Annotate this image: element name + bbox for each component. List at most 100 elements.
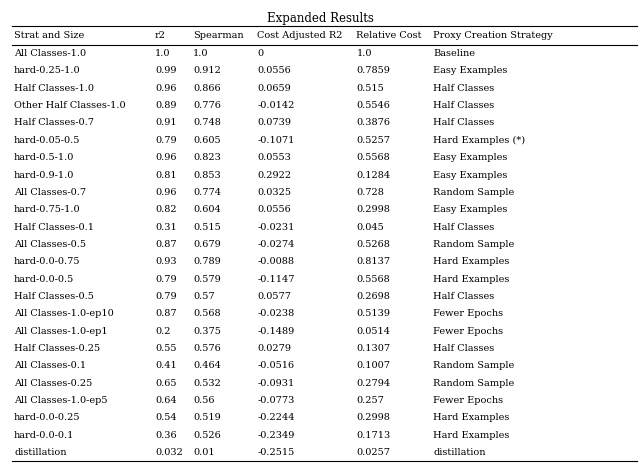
Text: 0.604: 0.604 [193, 205, 221, 214]
Text: 0.0279: 0.0279 [257, 344, 291, 353]
Text: r2: r2 [155, 31, 166, 40]
Text: Half Classes-1.0: Half Classes-1.0 [14, 84, 94, 93]
Text: 0.2698: 0.2698 [356, 292, 390, 301]
Text: Easy Examples: Easy Examples [433, 205, 508, 214]
Text: 0.1713: 0.1713 [356, 430, 391, 440]
Text: 0.64: 0.64 [155, 396, 177, 405]
Text: Random Sample: Random Sample [433, 240, 515, 249]
Text: 0.96: 0.96 [155, 153, 177, 162]
Text: -0.0773: -0.0773 [257, 396, 294, 405]
Text: Expanded Results: Expanded Results [267, 12, 373, 25]
Text: hard-0.0-0.25: hard-0.0-0.25 [14, 413, 81, 422]
Text: 0.0556: 0.0556 [257, 66, 291, 76]
Text: hard-0.0-0.1: hard-0.0-0.1 [14, 430, 74, 440]
Text: 0.1284: 0.1284 [356, 170, 390, 180]
Text: Half Classes: Half Classes [433, 101, 495, 110]
Text: 0.56: 0.56 [193, 396, 215, 405]
Text: -0.0931: -0.0931 [257, 378, 294, 388]
Text: 0.2: 0.2 [155, 326, 170, 336]
Text: 0.82: 0.82 [155, 205, 177, 214]
Text: Easy Examples: Easy Examples [433, 66, 508, 76]
Text: -0.2244: -0.2244 [257, 413, 295, 422]
Text: 0.0325: 0.0325 [257, 188, 291, 197]
Text: 0.2794: 0.2794 [356, 378, 390, 388]
Text: 0.789: 0.789 [193, 257, 221, 266]
Text: 0.01: 0.01 [193, 448, 215, 457]
Text: 0.568: 0.568 [193, 309, 221, 318]
Text: 0.99: 0.99 [155, 66, 177, 76]
Text: 0.96: 0.96 [155, 188, 177, 197]
Text: 0.519: 0.519 [193, 413, 221, 422]
Text: 0.96: 0.96 [155, 84, 177, 93]
Text: Relative Cost: Relative Cost [356, 31, 422, 40]
Text: Fewer Epochs: Fewer Epochs [433, 309, 504, 318]
Text: Fewer Epochs: Fewer Epochs [433, 326, 504, 336]
Text: hard-0.5-1.0: hard-0.5-1.0 [14, 153, 74, 162]
Text: 1.0: 1.0 [155, 49, 170, 58]
Text: hard-0.0-0.75: hard-0.0-0.75 [14, 257, 81, 266]
Text: 0.912: 0.912 [193, 66, 221, 76]
Text: distillation: distillation [14, 448, 67, 457]
Text: 0.032: 0.032 [155, 448, 183, 457]
Text: 0.91: 0.91 [155, 118, 177, 128]
Text: 0.89: 0.89 [155, 101, 177, 110]
Text: All Classes-1.0-ep10: All Classes-1.0-ep10 [14, 309, 114, 318]
Text: 0.576: 0.576 [193, 344, 221, 353]
Text: 0.679: 0.679 [193, 240, 221, 249]
Text: 0.866: 0.866 [193, 84, 221, 93]
Text: 0.515: 0.515 [193, 222, 221, 232]
Text: 0.3876: 0.3876 [356, 118, 390, 128]
Text: 0.823: 0.823 [193, 153, 221, 162]
Text: 0.375: 0.375 [193, 326, 221, 336]
Text: -0.0142: -0.0142 [257, 101, 294, 110]
Text: 0.853: 0.853 [193, 170, 221, 180]
Text: Strat and Size: Strat and Size [14, 31, 84, 40]
Text: Half Classes-0.25: Half Classes-0.25 [14, 344, 100, 353]
Text: Fewer Epochs: Fewer Epochs [433, 396, 504, 405]
Text: -0.1147: -0.1147 [257, 274, 295, 284]
Text: Other Half Classes-1.0: Other Half Classes-1.0 [14, 101, 125, 110]
Text: 0.57: 0.57 [193, 292, 215, 301]
Text: 0.93: 0.93 [155, 257, 177, 266]
Text: Hard Examples: Hard Examples [433, 257, 509, 266]
Text: 0.0553: 0.0553 [257, 153, 291, 162]
Text: Easy Examples: Easy Examples [433, 170, 508, 180]
Text: 0.774: 0.774 [193, 188, 221, 197]
Text: 0.526: 0.526 [193, 430, 221, 440]
Text: 0.532: 0.532 [193, 378, 221, 388]
Text: 0: 0 [257, 49, 264, 58]
Text: 0.0257: 0.0257 [356, 448, 390, 457]
Text: Spearman: Spearman [193, 31, 244, 40]
Text: Baseline: Baseline [433, 49, 476, 58]
Text: -0.0274: -0.0274 [257, 240, 294, 249]
Text: Half Classes-0.5: Half Classes-0.5 [14, 292, 94, 301]
Text: 0.579: 0.579 [193, 274, 221, 284]
Text: 1.0: 1.0 [193, 49, 209, 58]
Text: Random Sample: Random Sample [433, 188, 515, 197]
Text: 0.464: 0.464 [193, 361, 221, 370]
Text: hard-0.9-1.0: hard-0.9-1.0 [14, 170, 74, 180]
Text: -0.1489: -0.1489 [257, 326, 294, 336]
Text: All Classes-1.0-ep1: All Classes-1.0-ep1 [14, 326, 108, 336]
Text: 0.87: 0.87 [155, 309, 177, 318]
Text: 0.79: 0.79 [155, 274, 177, 284]
Text: 0.5568: 0.5568 [356, 274, 390, 284]
Text: Half Classes-0.1: Half Classes-0.1 [14, 222, 94, 232]
Text: 0.1007: 0.1007 [356, 361, 390, 370]
Text: 0.87: 0.87 [155, 240, 177, 249]
Text: -0.0238: -0.0238 [257, 309, 294, 318]
Text: 0.0514: 0.0514 [356, 326, 390, 336]
Text: hard-0.05-0.5: hard-0.05-0.5 [14, 136, 81, 145]
Text: Proxy Creation Strategy: Proxy Creation Strategy [433, 31, 553, 40]
Text: All Classes-1.0-ep5: All Classes-1.0-ep5 [14, 396, 108, 405]
Text: 0.5139: 0.5139 [356, 309, 390, 318]
Text: -0.2349: -0.2349 [257, 430, 294, 440]
Text: hard-0.0-0.5: hard-0.0-0.5 [14, 274, 74, 284]
Text: 0.045: 0.045 [356, 222, 384, 232]
Text: hard-0.75-1.0: hard-0.75-1.0 [14, 205, 81, 214]
Text: -0.0088: -0.0088 [257, 257, 294, 266]
Text: Half Classes: Half Classes [433, 222, 495, 232]
Text: All Classes-0.5: All Classes-0.5 [14, 240, 86, 249]
Text: Hard Examples: Hard Examples [433, 430, 509, 440]
Text: 0.55: 0.55 [155, 344, 177, 353]
